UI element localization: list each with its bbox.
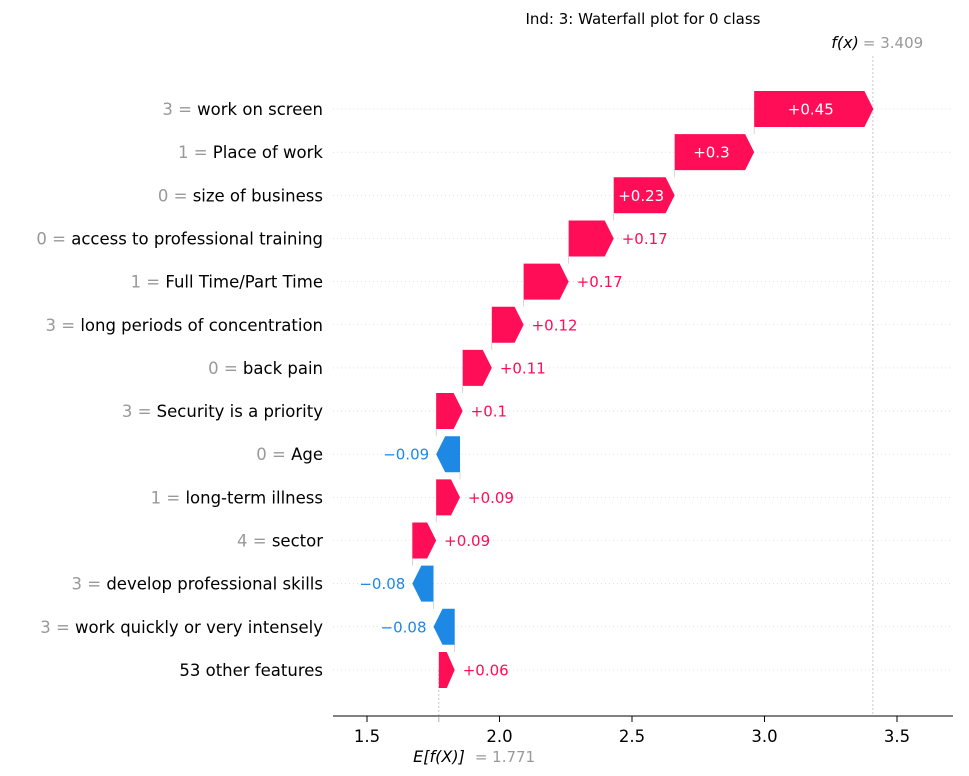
- reference-lines: [412, 56, 874, 716]
- base-label: E[f(X)]: [413, 747, 465, 766]
- bar-value-label: +0.09: [468, 489, 514, 507]
- contribution-bar: [523, 263, 569, 300]
- contribution-bar: [568, 220, 614, 257]
- feature-label: 0 = size of business: [158, 186, 323, 205]
- base-value-text: = 1.771: [475, 748, 535, 766]
- contribution-bar: [436, 393, 463, 430]
- feature-value: 3 =: [40, 618, 75, 637]
- feature-value: 3 =: [72, 575, 107, 594]
- x-tick-label: 3.5: [884, 727, 910, 746]
- feature-label: 0 = access to professional training: [36, 229, 323, 248]
- feature-label: 1 = Full Time/Part Time: [131, 273, 323, 292]
- feature-name: size of business: [193, 186, 323, 205]
- x-axis: 1.5 2.0 2.5 3.0 3.5: [333, 715, 953, 746]
- feature-value: 0 =: [36, 229, 71, 248]
- bar-value-label: +0.3: [693, 144, 729, 162]
- contribution-bar: [754, 91, 874, 127]
- feature-name: Security is a priority: [157, 402, 324, 421]
- feature-label: 0 = Age: [256, 445, 323, 464]
- feature-label: 3 = Security is a priority: [122, 402, 323, 421]
- feature-value: 1 =: [151, 488, 186, 507]
- contribution-bar: [674, 134, 755, 171]
- bar-value-label: +0.12: [532, 316, 578, 334]
- contribution-bar: [412, 522, 437, 559]
- feature-name: Place of work: [213, 143, 324, 162]
- feature-name: long-term illness: [185, 488, 323, 507]
- x-tick-label: 2.5: [619, 727, 645, 746]
- contribution-bars: +0.45 +0.3 +0.23 +0.17 +0.17 +0.12 +0.11 +0.1 −0…: [359, 91, 874, 688]
- feature-labels: 3 = work on screen 1 = Place of work 0 = s…: [36, 100, 323, 680]
- feature-value: 4 =: [237, 532, 272, 551]
- x-tick-label: 3.0: [751, 727, 777, 746]
- bar-value-label: +0.17: [577, 273, 623, 291]
- bar-value-label: −0.09: [383, 446, 429, 464]
- feature-label: 3 = long periods of concentration: [45, 316, 323, 335]
- contribution-bar: [613, 177, 675, 214]
- bar-value-label: +0.06: [463, 661, 509, 679]
- contribution-bar: [438, 651, 455, 688]
- contribution-bar: [491, 306, 524, 343]
- bar-value-label: +0.11: [500, 359, 546, 377]
- feature-name: develop professional skills: [106, 575, 323, 594]
- bar-value-label: +0.17: [622, 230, 668, 248]
- feature-name: 53 other features: [179, 661, 323, 680]
- x-tick-label: 1.5: [354, 727, 380, 746]
- contribution-bar: [462, 349, 492, 386]
- contribution-bar: [412, 565, 434, 602]
- bar-value-label: +0.1: [471, 403, 507, 421]
- feature-name: back pain: [243, 359, 323, 378]
- feature-name: Age: [291, 445, 323, 464]
- feature-label: 3 = develop professional skills: [72, 575, 324, 594]
- feature-label: 53 other features: [179, 661, 323, 680]
- bar-value-label: −0.08: [381, 618, 427, 636]
- feature-label: 1 = long-term illness: [151, 488, 323, 507]
- output-label: f(x): [831, 33, 859, 52]
- feature-name: Full Time/Part Time: [165, 273, 323, 292]
- chart-title: Ind: 3: Waterfall plot for 0 class: [525, 10, 760, 28]
- feature-label: 0 = back pain: [208, 359, 323, 378]
- contribution-bar: [433, 608, 455, 645]
- bar-value-label: +0.09: [444, 532, 490, 550]
- feature-label: 3 = work quickly or very intensely: [40, 618, 323, 637]
- bar-value-label: +0.23: [618, 187, 664, 205]
- feature-value: 0 =: [158, 186, 193, 205]
- feature-name: long periods of concentration: [80, 316, 323, 335]
- feature-value: 1 =: [178, 143, 213, 162]
- contribution-bar: [436, 479, 461, 516]
- feature-value: 3 =: [45, 316, 80, 335]
- x-tick-label: 2.0: [486, 727, 512, 746]
- contribution-bar: [436, 436, 461, 473]
- feature-value: 3 =: [162, 100, 197, 119]
- feature-name: access to professional training: [71, 229, 323, 248]
- feature-value: 3 =: [122, 402, 157, 421]
- value-annotations: f(x) = 3.409 E[f(X)] = 1.771: [413, 33, 923, 766]
- feature-label: 1 = Place of work: [178, 143, 323, 162]
- feature-value: 1 =: [131, 273, 166, 292]
- row-gridlines: [333, 108, 953, 671]
- feature-label: 3 = work on screen: [162, 100, 323, 119]
- feature-value: 0 =: [208, 359, 243, 378]
- feature-value: 0 =: [256, 445, 291, 464]
- output-value-text: = 3.409: [863, 34, 923, 52]
- bar-value-label: −0.08: [359, 575, 405, 593]
- feature-label: 4 = sector: [237, 532, 323, 551]
- bar-value-label: +0.45: [788, 101, 834, 119]
- feature-name: sector: [272, 532, 323, 551]
- feature-name: work quickly or very intensely: [75, 618, 323, 637]
- feature-name: work on screen: [197, 100, 323, 119]
